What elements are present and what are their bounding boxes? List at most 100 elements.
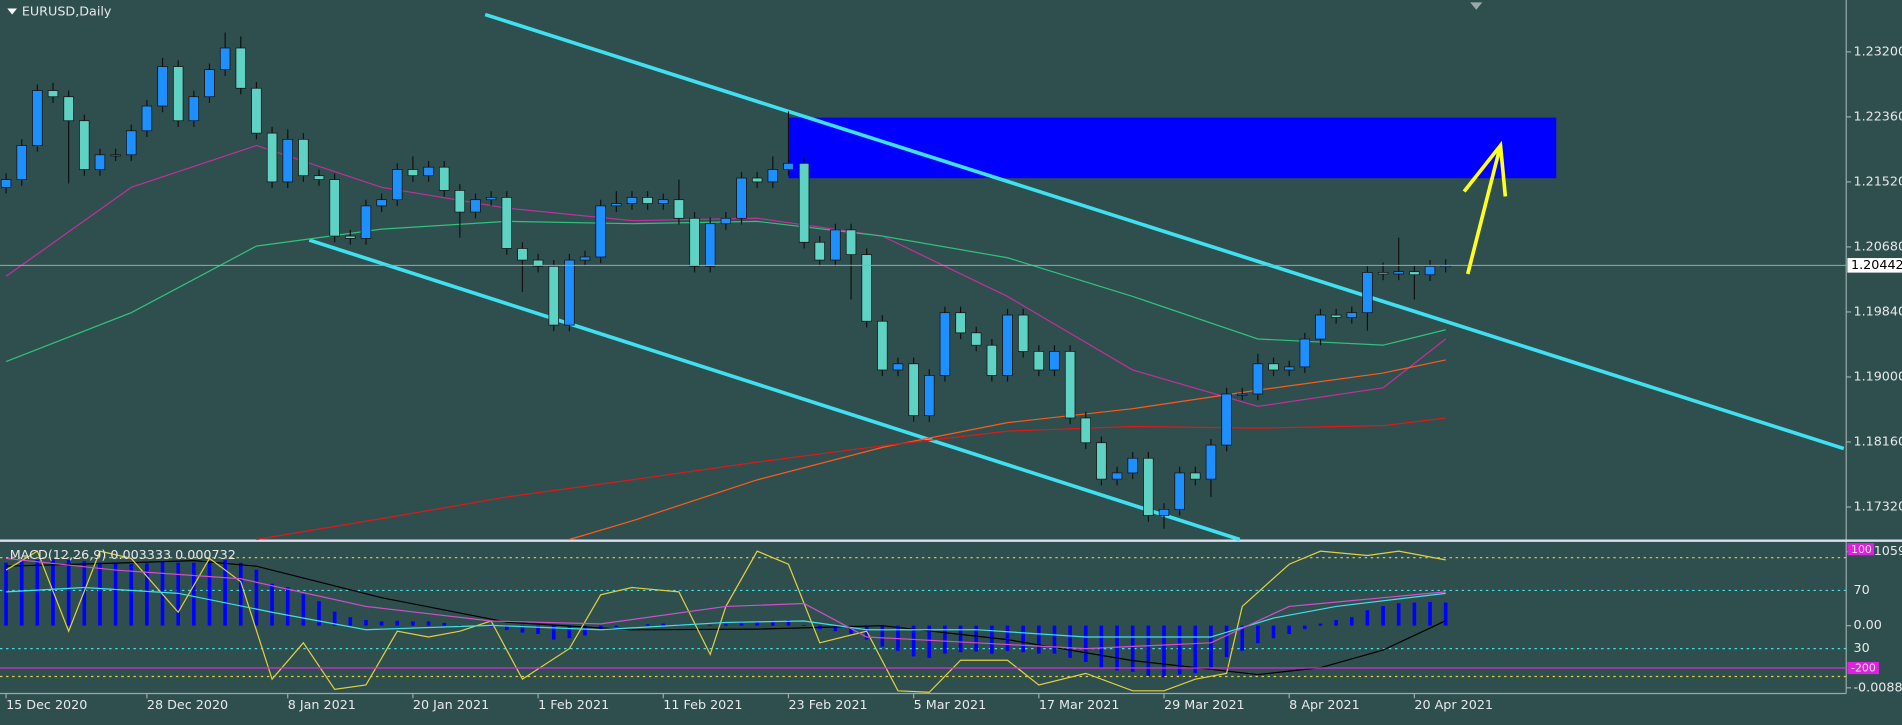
- candle-body: [1049, 351, 1060, 371]
- candle-body: [329, 179, 340, 237]
- candle-body: [282, 138, 293, 183]
- y-tick-label: 1.20680: [1853, 239, 1902, 254]
- histogram-bar: [567, 625, 572, 639]
- histogram-bar: [1334, 620, 1338, 626]
- histogram-bar: [583, 625, 587, 636]
- candle-body: [1221, 393, 1232, 446]
- histogram-bar: [301, 594, 306, 626]
- histogram-bar: [1224, 625, 1229, 658]
- candle-body: [1064, 351, 1076, 419]
- histogram-bar: [113, 563, 118, 626]
- candle-body: [313, 175, 325, 180]
- histogram-bar: [1021, 625, 1025, 653]
- candle-body: [1111, 472, 1123, 480]
- histogram-bar: [458, 624, 462, 626]
- candle-body: [1017, 314, 1029, 352]
- candle-body: [595, 205, 606, 258]
- candle-body: [79, 120, 90, 170]
- histogram-bar: [129, 564, 134, 626]
- histogram-bar: [943, 625, 947, 654]
- histogram-bar: [1099, 625, 1104, 668]
- histogram-bar: [927, 625, 932, 658]
- candle-body: [204, 69, 215, 98]
- histogram-bar: [645, 624, 650, 626]
- candle-body: [454, 190, 466, 213]
- histogram-bar: [1005, 625, 1010, 651]
- histogram-bar: [786, 620, 791, 626]
- histogram-bar: [1443, 602, 1448, 626]
- histogram-bar: [1412, 602, 1417, 626]
- candle-body: [1127, 457, 1138, 474]
- histogram-bar: [395, 620, 400, 626]
- histogram-bar: [270, 583, 274, 626]
- candle-body: [1190, 472, 1201, 480]
- histogram-bar: [1396, 603, 1401, 626]
- menu-triangle: [7, 8, 17, 15]
- histogram-bar: [958, 625, 963, 653]
- histogram-bar: [348, 617, 353, 626]
- candle-body: [971, 332, 982, 346]
- histogram-bar: [1365, 610, 1370, 626]
- histogram-bar: [880, 625, 885, 647]
- candle-body: [736, 177, 747, 219]
- candle-body: [845, 229, 857, 256]
- candle-body: [1033, 351, 1045, 371]
- histogram-bar: [520, 625, 525, 633]
- histogram-bar: [802, 624, 806, 626]
- histogram-bar: [1428, 601, 1432, 626]
- candle-body: [1268, 363, 1279, 371]
- y2-tick-label: 30: [1853, 641, 1869, 656]
- histogram-bar: [724, 624, 728, 626]
- histogram-bar: [207, 561, 212, 626]
- candle-body: [1315, 314, 1326, 340]
- trend-line: [484, 12, 1845, 451]
- histogram-bar: [1052, 625, 1057, 654]
- candle-body: [1143, 457, 1154, 516]
- histogram-bar: [145, 563, 149, 626]
- candle-body: [360, 205, 372, 239]
- x-tick-label: 23 Feb 2021: [788, 698, 867, 713]
- x-tick-label: 20 Apr 2021: [1414, 698, 1493, 713]
- histogram-bar: [990, 625, 994, 654]
- y-tick-label: 1.17320: [1853, 499, 1902, 514]
- candle-body: [16, 145, 27, 180]
- chart-title: EURUSD,Daily: [22, 5, 112, 20]
- histogram-bar: [285, 587, 290, 626]
- y-tick-label: 1.19840: [1853, 304, 1902, 319]
- indicator-line: [569, 359, 1446, 541]
- x-tick-label: 15 Dec 2020: [6, 698, 87, 713]
- candle-body: [1424, 265, 1436, 276]
- histogram-bar: [755, 621, 759, 626]
- histogram-bar: [82, 561, 87, 626]
- y-tick-label: 1.21520: [1853, 174, 1902, 189]
- histogram-bar: [1287, 625, 1292, 635]
- candle-body: [1362, 272, 1373, 314]
- histogram-bar: [176, 562, 181, 626]
- histogram-bar: [536, 625, 540, 635]
- zone-rectangle: [788, 117, 1557, 179]
- candle-body: [1252, 363, 1264, 395]
- candle-body: [1096, 442, 1107, 480]
- histogram-bar: [489, 625, 493, 628]
- histogram-bar: [770, 620, 775, 626]
- histogram-bar: [19, 561, 24, 626]
- histogram-bar: [66, 559, 71, 626]
- histogram-bar: [364, 620, 368, 626]
- histogram-bar: [442, 622, 447, 626]
- y-tick-label: -0.00889: [1853, 680, 1902, 695]
- histogram-bar: [192, 562, 196, 626]
- histogram-bar: [708, 624, 713, 626]
- candle-body: [1330, 314, 1342, 318]
- current-price-box: [1847, 258, 1902, 273]
- candle-body: [611, 203, 622, 207]
- histogram-bar: [504, 625, 509, 630]
- histogram-bar: [1068, 625, 1072, 658]
- histogram-bar: [411, 621, 415, 626]
- histogram-bar: [1349, 617, 1354, 626]
- candle-body: [1174, 472, 1185, 510]
- histogram-bar: [4, 562, 8, 626]
- histogram-bar: [1146, 625, 1151, 676]
- histogram-bar: [223, 559, 227, 626]
- candle-body: [298, 138, 309, 177]
